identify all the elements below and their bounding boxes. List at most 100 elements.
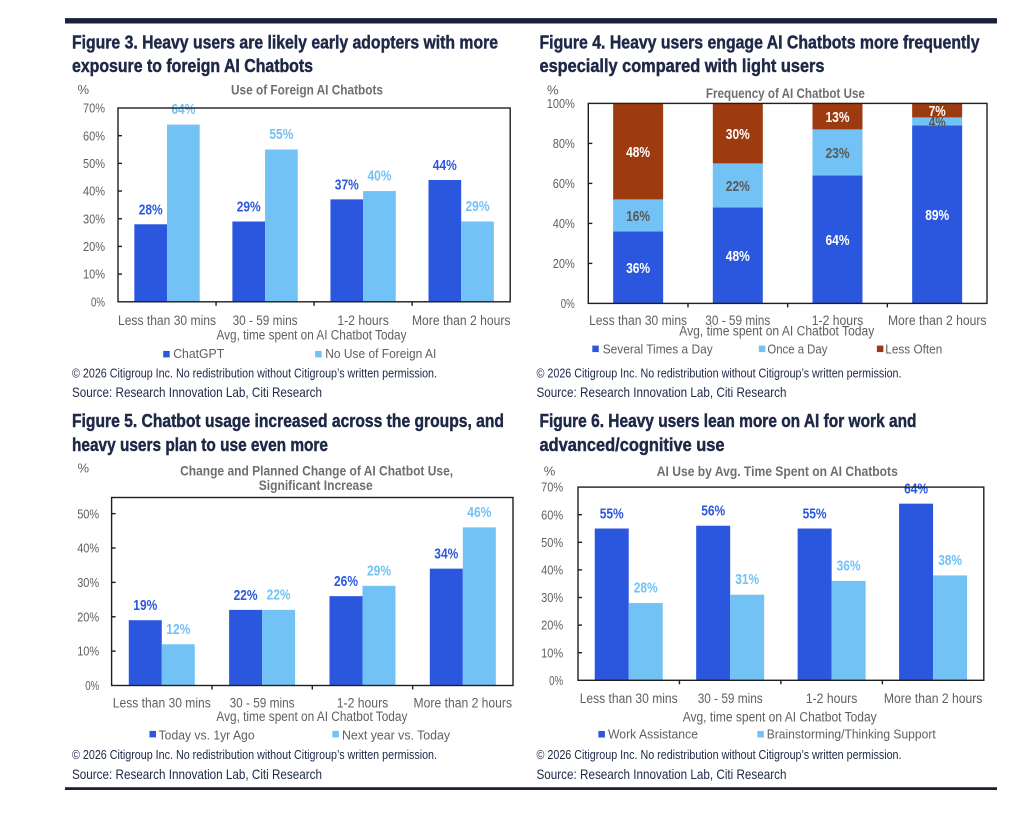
svg-text:especially compared with light: especially compared with light users xyxy=(540,55,825,76)
svg-text:50%: 50% xyxy=(541,535,563,550)
svg-text:Less Often: Less Often xyxy=(885,342,942,357)
svg-text:40%: 40% xyxy=(553,216,575,231)
svg-text:Less than 30 mins: Less than 30 mins xyxy=(113,695,211,710)
svg-text:1-2 hours: 1-2 hours xyxy=(812,313,864,328)
svg-text:More than 2 hours: More than 2 hours xyxy=(414,695,513,710)
svg-text:Avg, time spent on AI Chatbot: Avg, time spent on AI Chatbot Today xyxy=(216,709,407,724)
svg-text:Several Times a Day: Several Times a Day xyxy=(603,342,713,357)
svg-text:Use of Foreign AI Chatbots: Use of Foreign AI Chatbots xyxy=(231,83,383,98)
svg-text:13%: 13% xyxy=(826,109,850,126)
svg-text:Change and Planned Change of A: Change and Planned Change of AI Chatbot … xyxy=(180,463,453,478)
svg-text:20%: 20% xyxy=(553,256,575,271)
svg-text:Work Assistance: Work Assistance xyxy=(608,726,698,741)
svg-text:30%: 30% xyxy=(83,211,105,226)
svg-text:Less than 30 mins: Less than 30 mins xyxy=(589,313,687,328)
svg-text:29%: 29% xyxy=(237,199,261,216)
svg-text:22%: 22% xyxy=(267,586,291,603)
svg-text:55%: 55% xyxy=(600,506,624,523)
svg-text:Today vs. 1yr Ago: Today vs. 1yr Ago xyxy=(159,728,255,743)
svg-text:Figure 3. Heavy users are like: Figure 3. Heavy users are likely early a… xyxy=(72,32,498,53)
svg-text:50%: 50% xyxy=(83,156,105,171)
svg-text:31%: 31% xyxy=(735,571,759,588)
svg-text:Avg, time spent on AI Chatbot: Avg, time spent on AI Chatbot Today xyxy=(679,324,874,339)
svg-text:More than 2 hours: More than 2 hours xyxy=(888,313,987,328)
svg-text:30 - 59 mins: 30 - 59 mins xyxy=(230,695,295,710)
svg-text:60%: 60% xyxy=(553,176,575,191)
svg-text:© 2026 Citigroup Inc. No redis: © 2026 Citigroup Inc. No redistribution … xyxy=(537,747,902,762)
svg-text:More than 2 hours: More than 2 hours xyxy=(884,691,983,706)
svg-text:Figure 6. Heavy users lean mor: Figure 6. Heavy users lean more on AI fo… xyxy=(540,410,917,431)
svg-text:56%: 56% xyxy=(701,503,725,520)
svg-text:46%: 46% xyxy=(467,504,491,521)
svg-text:Source: Research Innovation La: Source: Research Innovation Lab, Citi Re… xyxy=(72,766,322,782)
svg-text:AI Use by Avg. Time Spent on A: AI Use by Avg. Time Spent on AI Chatbots xyxy=(657,464,898,479)
svg-text:Source: Research Innovation La: Source: Research Innovation Lab, Citi Re… xyxy=(537,384,787,400)
svg-text:30 - 59 mins: 30 - 59 mins xyxy=(698,691,763,706)
svg-text:22%: 22% xyxy=(234,587,258,604)
svg-text:© 2026 Citigroup Inc. No redis: © 2026 Citigroup Inc. No redistribution … xyxy=(72,366,437,381)
svg-text:55%: 55% xyxy=(269,126,293,143)
svg-text:20%: 20% xyxy=(541,618,563,633)
svg-text:89%: 89% xyxy=(925,207,949,224)
svg-text:55%: 55% xyxy=(803,506,827,523)
svg-text:48%: 48% xyxy=(626,144,650,161)
svg-text:64%: 64% xyxy=(171,101,195,118)
svg-text:30%: 30% xyxy=(726,126,750,143)
svg-text:40%: 40% xyxy=(77,541,99,556)
svg-text:40%: 40% xyxy=(83,184,105,199)
svg-text:20%: 20% xyxy=(77,609,99,624)
svg-text:0%: 0% xyxy=(561,296,575,311)
svg-text:© 2026 Citigroup Inc. No redis: © 2026 Citigroup Inc. No redistribution … xyxy=(537,366,902,381)
svg-text:50%: 50% xyxy=(77,506,99,521)
svg-text:20%: 20% xyxy=(83,239,105,254)
svg-text:36%: 36% xyxy=(626,260,650,277)
svg-text:29%: 29% xyxy=(466,198,490,215)
svg-text:60%: 60% xyxy=(541,507,563,522)
svg-text:30%: 30% xyxy=(77,575,99,590)
svg-text:100%: 100% xyxy=(547,96,575,111)
svg-text:64%: 64% xyxy=(826,232,850,249)
svg-text:Next year vs. Today: Next year vs. Today xyxy=(342,728,450,743)
svg-text:Source: Research Innovation La: Source: Research Innovation Lab, Citi Re… xyxy=(537,766,787,782)
svg-text:%: % xyxy=(78,461,90,476)
svg-text:1-2 hours: 1-2 hours xyxy=(337,695,389,710)
svg-text:More than 2 hours: More than 2 hours xyxy=(412,313,511,328)
svg-text:Once a Day: Once a Day xyxy=(767,342,827,357)
svg-text:%: % xyxy=(544,464,556,479)
svg-text:advanced/cognitive use: advanced/cognitive use xyxy=(540,434,725,455)
svg-text:Less than 30 mins: Less than 30 mins xyxy=(580,691,678,706)
svg-text:Figure 5. Chatbot usage increa: Figure 5. Chatbot usage increased across… xyxy=(72,410,504,431)
svg-text:37%: 37% xyxy=(335,176,359,193)
svg-text:60%: 60% xyxy=(83,128,105,143)
svg-text:38%: 38% xyxy=(938,552,962,569)
svg-text:34%: 34% xyxy=(434,546,458,563)
svg-text:Figure 4. Heavy users engage A: Figure 4. Heavy users engage AI Chatbots… xyxy=(540,32,981,53)
svg-text:40%: 40% xyxy=(541,563,563,578)
svg-text:48%: 48% xyxy=(726,248,750,265)
svg-text:ChatGPT: ChatGPT xyxy=(173,346,224,361)
svg-text:0%: 0% xyxy=(85,678,99,693)
svg-text:28%: 28% xyxy=(634,580,658,597)
svg-text:4%: 4% xyxy=(929,114,946,131)
svg-text:22%: 22% xyxy=(726,178,750,195)
svg-text:%: % xyxy=(78,82,90,97)
svg-text:Avg, time spent on AI Chatbot: Avg, time spent on AI Chatbot Today xyxy=(217,328,407,343)
svg-text:30%: 30% xyxy=(541,590,563,605)
svg-text:70%: 70% xyxy=(541,480,563,495)
svg-text:10%: 10% xyxy=(77,644,99,659)
svg-text:19%: 19% xyxy=(133,597,157,614)
svg-text:Source: Research Innovation La: Source: Research Innovation Lab, Citi Re… xyxy=(72,384,322,400)
svg-text:40%: 40% xyxy=(368,168,392,185)
svg-text:16%: 16% xyxy=(626,208,650,225)
svg-text:23%: 23% xyxy=(826,145,850,162)
svg-text:0%: 0% xyxy=(549,673,563,688)
svg-text:Less than 30 mins: Less than 30 mins xyxy=(118,313,216,328)
svg-text:Frequency of AI Chatbot Use: Frequency of AI Chatbot Use xyxy=(706,86,865,101)
svg-text:10%: 10% xyxy=(83,267,105,282)
svg-text:12%: 12% xyxy=(166,621,190,638)
svg-text:© 2026 Citigroup Inc. No redis: © 2026 Citigroup Inc. No redistribution … xyxy=(72,747,437,762)
svg-text:70%: 70% xyxy=(83,101,105,116)
svg-text:exposure to foreign AI Chatbot: exposure to foreign AI Chatbots xyxy=(72,55,313,76)
svg-text:heavy users plan to use even m: heavy users plan to use even more xyxy=(72,434,328,455)
svg-text:%: % xyxy=(547,83,559,98)
